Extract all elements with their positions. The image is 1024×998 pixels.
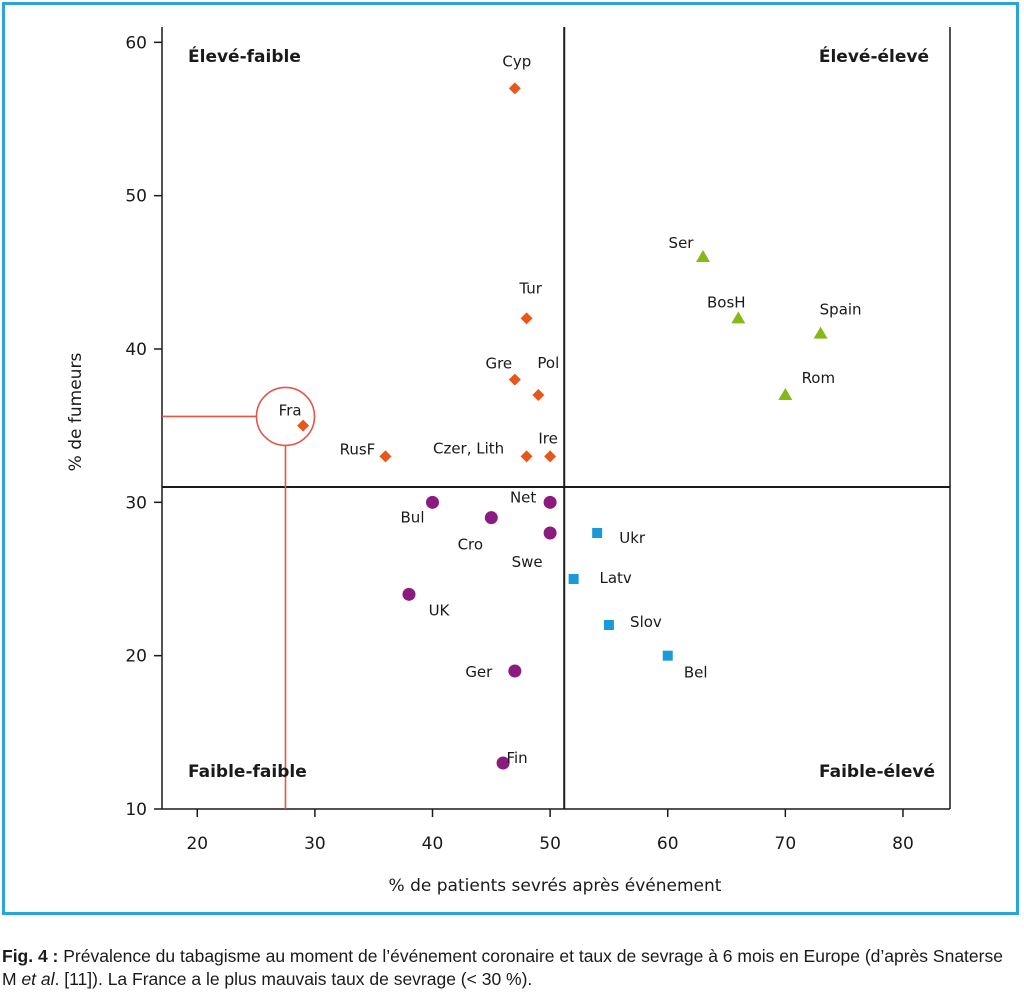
y-axis-title: % de fumeurs: [66, 353, 86, 472]
figure-frame: [2, 2, 1019, 915]
point-label-pol: Pol: [537, 354, 559, 372]
figure-caption: Fig. 4 : Prévalence du tabagisme au mome…: [2, 945, 1022, 991]
caption-text-1: Prévalence du tabagisme au moment de l’é…: [2, 946, 1003, 989]
point-label-ukr: Ukr: [619, 529, 646, 547]
point-slov: [603, 620, 614, 630]
point-cyp: [508, 82, 521, 95]
point-ger: [508, 664, 522, 678]
y-tick-label: 50: [125, 187, 147, 207]
point-label-ser: Ser: [669, 234, 695, 252]
point-latv: [568, 574, 579, 584]
point-swe: [543, 526, 557, 540]
point-rom: [778, 388, 793, 400]
point-label-bul: Bul: [401, 508, 425, 526]
x-tick-label: 60: [657, 834, 679, 854]
x-tick-label: 20: [186, 834, 208, 854]
x-tick-label: 40: [422, 834, 444, 854]
france-highlight: [162, 386, 316, 809]
point-bel: [662, 650, 673, 661]
point-label-gre: Gre: [485, 355, 512, 373]
x-tick-label: 30: [304, 834, 326, 854]
x-tick-label: 80: [892, 834, 914, 854]
point-bul: [426, 495, 440, 509]
quadrant-label-top-left: Élevé-faible: [188, 45, 301, 67]
quadrant-label-bottom-right: Faible-élevé: [819, 762, 935, 782]
point-uk: [402, 587, 416, 601]
data-points: [297, 82, 828, 770]
point-net: [543, 495, 557, 509]
point-label-swe: Swe: [512, 553, 543, 571]
x-tick-label: 70: [775, 834, 797, 854]
quadrant-label-bottom-left: Faible-faible: [188, 762, 307, 782]
point-ukr: [592, 528, 603, 538]
point-label-net: Net: [510, 488, 536, 506]
point-label-cro: Cro: [458, 536, 484, 554]
point-rusf: [379, 450, 392, 463]
quadrant-label-top-right: Élevé-élevé: [819, 45, 929, 67]
point-label-fra: Fra: [279, 402, 302, 420]
point-tur: [520, 312, 533, 325]
x-tick-label: 50: [539, 834, 561, 854]
y-tick-label: 60: [125, 33, 147, 53]
caption-text-2: . [11]). La France a le plus mauvais tau…: [54, 969, 533, 989]
y-tick-label: 30: [125, 493, 147, 513]
point-label-spain: Spain: [820, 301, 862, 319]
point-label-latv: Latv: [599, 569, 631, 587]
point-label-ire: Ire: [538, 429, 558, 447]
point-label-cyp: Cyp: [502, 52, 531, 70]
point-label-czer-lith: Czer, Lith: [433, 439, 504, 457]
point-ire: [544, 450, 557, 463]
x-axis-title: % de patients sevrés après événement: [389, 876, 722, 896]
point-bosh: [731, 311, 746, 324]
caption-text-italic: et al: [21, 969, 55, 989]
point-fra: [297, 419, 310, 432]
point-label-bosh: BosH: [707, 293, 746, 311]
point-pol: [532, 389, 545, 401]
highlight-circle: [255, 386, 316, 447]
point-label-bel: Bel: [684, 664, 708, 682]
caption-fig-label: Fig. 4 :: [2, 946, 59, 966]
point-labels: Cyp Tur Gre Pol Fra RusF Czer, Lith Ire Ser BosH S…: [279, 52, 862, 767]
point-label-slov: Slov: [630, 613, 662, 631]
point-cro: [484, 511, 498, 525]
point-label-rusf: RusF: [340, 440, 376, 458]
point-label-uk: UK: [429, 601, 451, 619]
point-label-fin: Fin: [506, 749, 527, 767]
point-gre: [508, 373, 521, 386]
scatter-chart: 20 30 40 50 60 70 80 10 20 30 40 50 60 Cyp Tur Gre Pol F…: [66, 27, 951, 896]
y-tick-label: 10: [125, 800, 147, 820]
point-label-tur: Tur: [518, 279, 542, 297]
point-label-rom: Rom: [802, 369, 836, 387]
point-czer-lith: [520, 450, 533, 463]
chart-axes: 20 30 40 50 60 70 80 10 20 30 40 50 60: [125, 27, 951, 854]
point-label-ger: Ger: [465, 663, 493, 681]
quadrant-dividers: [162, 27, 950, 809]
y-tick-label: 40: [125, 340, 147, 360]
point-spain: [813, 326, 828, 339]
point-fin: [496, 756, 510, 770]
point-ser: [696, 250, 711, 262]
y-tick-label: 20: [125, 647, 147, 667]
